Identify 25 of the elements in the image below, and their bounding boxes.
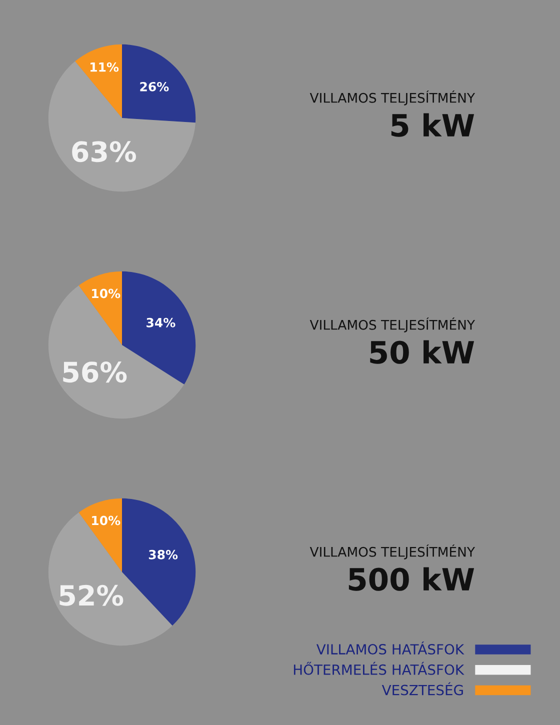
text: 50 kW [370,340,474,364]
data-label: 56% [63,362,127,383]
data-label: 26% [140,82,169,92]
data-label: 10% [92,516,120,526]
pie-slice [78,498,122,572]
text: VILLAMOS TELJESÍTMÉNY [310,317,476,332]
pie-slice [75,44,122,118]
text: 5 kW [391,113,474,137]
data-label: 10% [92,288,120,298]
legend-label: VILLAMOS HATÁSFOK [316,641,464,655]
pie-slice [122,498,196,626]
legend-label: VESZTESÉG [382,682,463,696]
pie-slice [48,61,196,192]
text: VILLAMOS TELJESÍTMÉNY [310,90,476,106]
data-label: 52% [60,584,124,606]
data-label: 63% [72,141,136,162]
pie-slice [78,271,122,345]
data-label: 34% [146,318,176,328]
text: VILLAMOS TELJESÍTMÉNY [310,544,476,560]
text: 500 kW [348,567,474,591]
legend-label: HŐTERMELÉS HATÁSFOK [294,662,464,675]
pie-slice [122,44,196,123]
data-label: 11% [90,62,119,72]
data-label: 38% [148,550,178,560]
pie-slice [48,285,184,419]
